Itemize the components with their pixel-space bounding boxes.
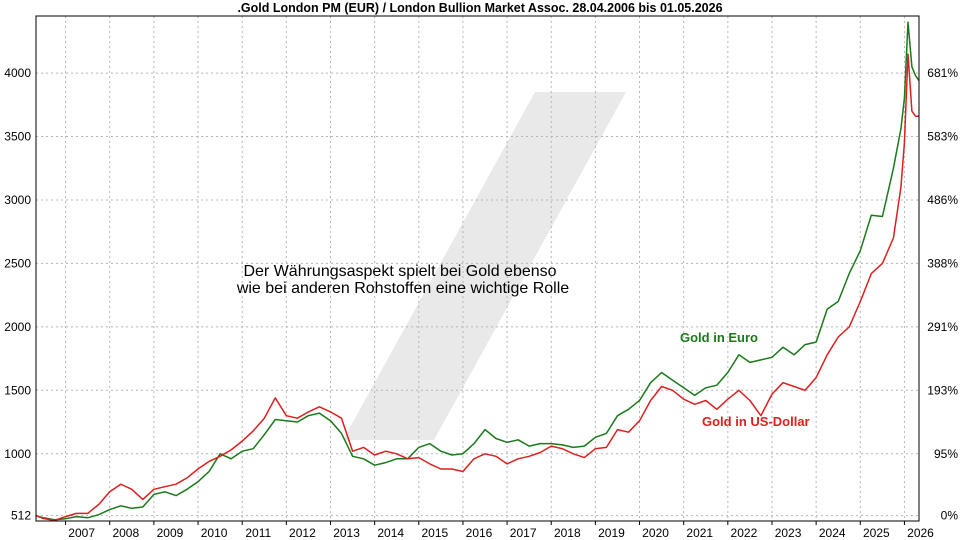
- tick-label-left-3000: 3000: [4, 193, 31, 207]
- series-line-euro: [35, 21, 920, 521]
- tick-label-x-2014: 2014: [377, 526, 404, 540]
- tick-label-x-2026: 2026: [907, 526, 934, 540]
- annotation-line-2: wie bei anderen Rohstoffen eine wichtige…: [236, 280, 569, 297]
- tick-label-x-2011: 2011: [245, 526, 271, 540]
- tick-label-x-2019: 2019: [598, 526, 625, 540]
- tick-label-right-0: 0%: [941, 509, 959, 523]
- tick-label-x-2007: 2007: [68, 526, 95, 540]
- tick-label-left-3500: 3500: [4, 130, 31, 144]
- y-axis-right-ticks: 0% 95% 193% 291% 388% 486% 583% 681%: [927, 66, 958, 523]
- tick-label-right-5: 486%: [927, 193, 958, 207]
- chart-title: .Gold London PM (EUR) / London Bullion M…: [237, 1, 722, 15]
- tick-label-x-2023: 2023: [775, 526, 802, 540]
- tick-label-x-2020: 2020: [642, 526, 669, 540]
- tick-label-x-2012: 2012: [289, 526, 316, 540]
- tick-label-left-1000: 1000: [4, 447, 31, 461]
- tick-label-x-2021: 2021: [686, 526, 713, 540]
- tick-label-x-2009: 2009: [157, 526, 184, 540]
- tick-label-right-7: 681%: [927, 66, 958, 80]
- watermark-slash-logo: [343, 92, 626, 440]
- tick-label-x-2018: 2018: [554, 526, 581, 540]
- tick-label-left-512: 512: [11, 509, 31, 523]
- tick-label-left-2000: 2000: [4, 320, 31, 334]
- tick-label-x-2015: 2015: [422, 526, 449, 540]
- tick-label-right-4: 388%: [927, 256, 958, 270]
- plot-frame: [35, 15, 920, 522]
- legend-label-euro: Gold in Euro: [680, 330, 758, 345]
- series-line-usd: [35, 53, 919, 522]
- tick-label-x-2008: 2008: [112, 526, 139, 540]
- legend-label-usd: Gold in US-Dollar: [702, 414, 810, 429]
- tick-label-left-2500: 2500: [4, 256, 31, 270]
- x-axis-ticks: 2007 2008 2009 2010 2011 2012 2013 2014 2015 2016…: [65, 521, 934, 540]
- tick-label-right-1: 95%: [934, 447, 958, 461]
- grid-horizontal-lines: [36, 72, 919, 517]
- annotation-line-1: Der Währungsaspekt spielt bei Gold ebens…: [243, 263, 556, 280]
- tick-label-x-2013: 2013: [333, 526, 360, 540]
- tick-label-x-2022: 2022: [731, 526, 758, 540]
- tick-label-right-2: 193%: [927, 383, 958, 397]
- tick-label-left-1500: 1500: [4, 383, 31, 397]
- tick-label-left-4000: 4000: [4, 66, 31, 80]
- tick-label-x-2024: 2024: [819, 526, 846, 540]
- tick-label-x-2010: 2010: [201, 526, 228, 540]
- tick-label-right-3: 291%: [927, 320, 958, 334]
- y-axis-left-ticks: 512 1000 1500 2000 2500 3000 3500 4000: [4, 66, 31, 523]
- tick-label-x-2017: 2017: [510, 526, 537, 540]
- tick-label-x-2025: 2025: [863, 526, 890, 540]
- tick-label-x-2016: 2016: [466, 526, 493, 540]
- tick-label-right-6: 583%: [927, 130, 958, 144]
